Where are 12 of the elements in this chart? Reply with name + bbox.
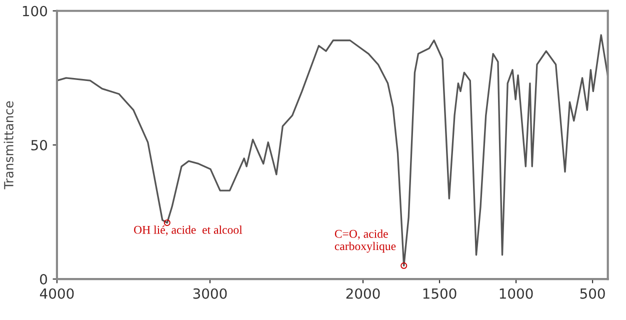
x-tick-label: 3000 xyxy=(193,288,227,299)
annotation: OH lié, acide et alcool xyxy=(134,225,242,236)
x-tick-label: 1000 xyxy=(500,288,533,299)
x-tick-label: 4000 xyxy=(40,288,74,299)
x-tick-label: 2000 xyxy=(346,288,380,299)
y-tick-label: 100 xyxy=(22,6,48,16)
annotation: C=O, acide carboxylique xyxy=(334,230,396,253)
x-tick-label: 1500 xyxy=(423,288,456,299)
x-tick-label: 500 xyxy=(580,288,605,299)
y-tick-label: 50 xyxy=(31,140,48,150)
y-tick-label: 0 xyxy=(40,274,48,285)
y-axis-title: Transmittance xyxy=(4,101,14,190)
